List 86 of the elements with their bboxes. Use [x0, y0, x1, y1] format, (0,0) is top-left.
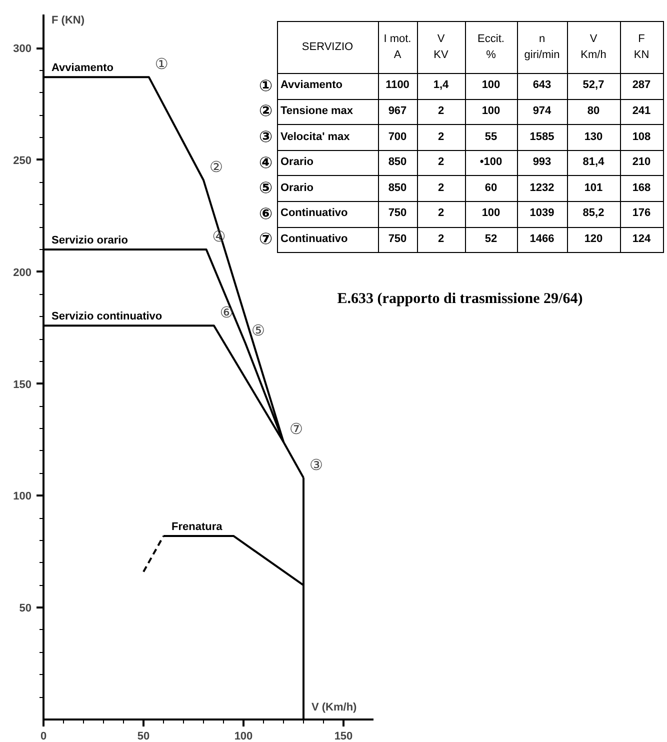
- text: 974: [532, 105, 552, 118]
- category-label: n giri/min: [517, 22, 567, 74]
- annotation: ⑥: [220, 304, 234, 322]
- annotation: ⑦: [290, 420, 303, 438]
- text: 700: [388, 130, 407, 143]
- annotation: ③: [310, 456, 323, 474]
- text: 1585: [530, 130, 554, 143]
- x-tick-label: 0: [40, 730, 47, 742]
- y-tick-label: 200: [13, 266, 32, 279]
- annotation: ⑤: [252, 322, 265, 340]
- category-label: F KN: [620, 22, 663, 74]
- text: 85,2: [582, 207, 604, 220]
- annotation: E.633 (rapporto di trasmissione 29/64): [336, 290, 584, 310]
- text: •100: [480, 156, 502, 168]
- text: 1100: [386, 79, 410, 92]
- text: 1039: [530, 207, 554, 220]
- text: 2: [438, 182, 444, 194]
- x-tick-label: 50: [137, 730, 150, 742]
- text: Velocita' max: [280, 130, 350, 143]
- text: Avviamento: [280, 79, 342, 92]
- text: Orario: [280, 182, 314, 194]
- category-label: ①: [258, 76, 273, 95]
- text: 2: [438, 105, 444, 118]
- y-tick-label: 300: [13, 43, 32, 56]
- text: 993: [532, 156, 552, 168]
- text: 967: [388, 105, 407, 118]
- category-label: ②: [258, 101, 273, 120]
- text: 750: [388, 233, 407, 245]
- text: 108: [632, 130, 651, 143]
- category-label: ③: [258, 127, 273, 146]
- text: 120: [584, 233, 603, 245]
- y-tick-label: 150: [13, 378, 32, 391]
- category-label: SERVIZIO: [277, 22, 378, 74]
- text: 2: [438, 130, 444, 143]
- x-tick-label: 100: [234, 730, 253, 742]
- x-tick-label: 150: [334, 730, 353, 742]
- x-axis-title: V (Km/h): [312, 702, 358, 714]
- text: 168: [632, 182, 651, 194]
- text: 100: [482, 207, 500, 220]
- category-label: ⑦: [258, 229, 273, 248]
- annotation: ①: [154, 55, 168, 74]
- text: Orario: [280, 156, 314, 168]
- category-label: V Km/h: [567, 22, 620, 74]
- text: 850: [388, 182, 407, 194]
- text: 750: [388, 207, 407, 220]
- text: 1232: [530, 182, 554, 194]
- category-label: V KV: [417, 22, 465, 74]
- text: Tensione max: [280, 105, 354, 118]
- text: 2: [438, 207, 444, 220]
- text: 101: [584, 182, 603, 194]
- category-label: ④: [258, 152, 273, 172]
- category-label: ⑥: [258, 204, 273, 223]
- text: 241: [632, 105, 651, 118]
- text: 52,7: [582, 79, 604, 92]
- text: 2: [438, 156, 444, 168]
- category-label: ⑤: [258, 178, 273, 198]
- text: 643: [532, 79, 552, 92]
- text: 176: [632, 207, 651, 220]
- text: 60: [484, 182, 498, 194]
- category-label: I mot. A: [378, 22, 417, 74]
- text: 124: [632, 233, 651, 245]
- series-label: Avviamento: [52, 62, 114, 74]
- text: 55: [484, 130, 498, 143]
- text: 850: [388, 156, 407, 168]
- text: 81,4: [582, 156, 604, 168]
- text: 100: [482, 105, 500, 118]
- series-label: Frenatura: [172, 520, 224, 533]
- y-tick-label: 100: [13, 490, 32, 503]
- text: 2: [438, 233, 444, 245]
- text: 100: [482, 79, 500, 92]
- category-label: Eccit. %: [465, 22, 517, 74]
- text: 52: [484, 233, 498, 245]
- text: 130: [584, 130, 603, 143]
- annotation: ②: [210, 158, 223, 176]
- series-label: Servizio orario: [52, 234, 128, 246]
- y-tick-label: 50: [19, 602, 32, 615]
- text: 287: [632, 79, 651, 92]
- text: 80: [587, 105, 600, 118]
- text: 1466: [530, 233, 554, 245]
- y-tick-label: 250: [13, 154, 32, 167]
- series-label: Servizio continuativo: [52, 310, 162, 323]
- text: Continuativo: [280, 207, 348, 220]
- text: 210: [632, 156, 651, 168]
- y-axis-title: F (KN): [52, 14, 85, 26]
- text: 1,4: [433, 79, 449, 92]
- text: Continuativo: [280, 233, 348, 245]
